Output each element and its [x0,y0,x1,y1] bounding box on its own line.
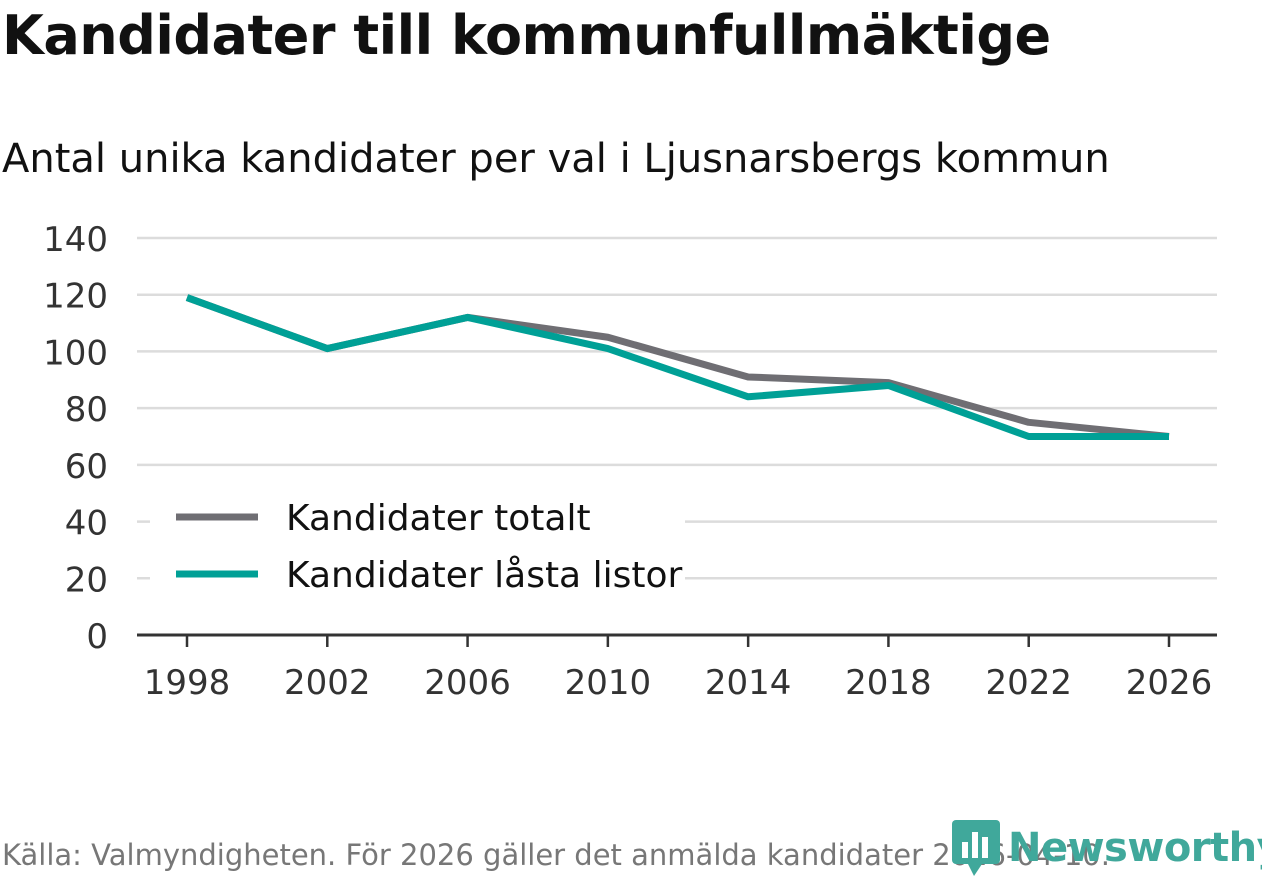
series-lines [185,294,1170,440]
y-tick-label: 120 [43,277,108,317]
x-tick-label: 2026 [1126,663,1213,703]
brand-logo: Newsworthy [952,818,1262,878]
source-note: Källa: Valmyndigheten. För 2026 gäller d… [2,838,1110,872]
x-tick-label: 1998 [144,663,231,703]
y-tick-label: 140 [43,220,108,260]
legend-background [150,488,685,600]
y-axis-tick-labels: 0 20 40 60 80 100 120 140 [43,220,108,657]
y-tick-label: 80 [65,390,108,430]
y-tick-label: 40 [65,504,108,544]
x-tick-label: 2014 [705,663,792,703]
line-chart: 0 20 40 60 80 100 120 140 1998 2002 2006 2010 2014 2… [43,220,1217,703]
newsworthy-logo-icon [952,820,1000,876]
x-axis-tick-labels: 1998 2002 2006 2010 2014 2018 2022 2026 [144,635,1213,703]
series-line-0 [185,294,1170,440]
legend: Kandidater totalt Kandidater låsta listor [150,488,685,600]
chart-title: Kandidater till kommunfullmäktige [2,4,1051,67]
legend-label: Kandidater totalt [286,498,591,539]
x-tick-label: 2018 [845,663,932,703]
x-tick-label: 2022 [985,663,1072,703]
brand-name: Newsworthy [1008,825,1262,871]
y-tick-label: 100 [43,333,108,373]
x-tick-label: 2010 [565,663,652,703]
series-line-1 [185,294,1169,440]
y-tick-label: 60 [65,447,108,487]
x-tick-label: 2006 [424,663,511,703]
y-tick-label: 20 [65,560,108,600]
legend-label: Kandidater låsta listor [286,555,682,596]
chart-subtitle: Antal unika kandidater per val i Ljusnar… [2,136,1110,182]
y-tick-label: 0 [86,617,108,657]
x-tick-label: 2002 [284,663,371,703]
